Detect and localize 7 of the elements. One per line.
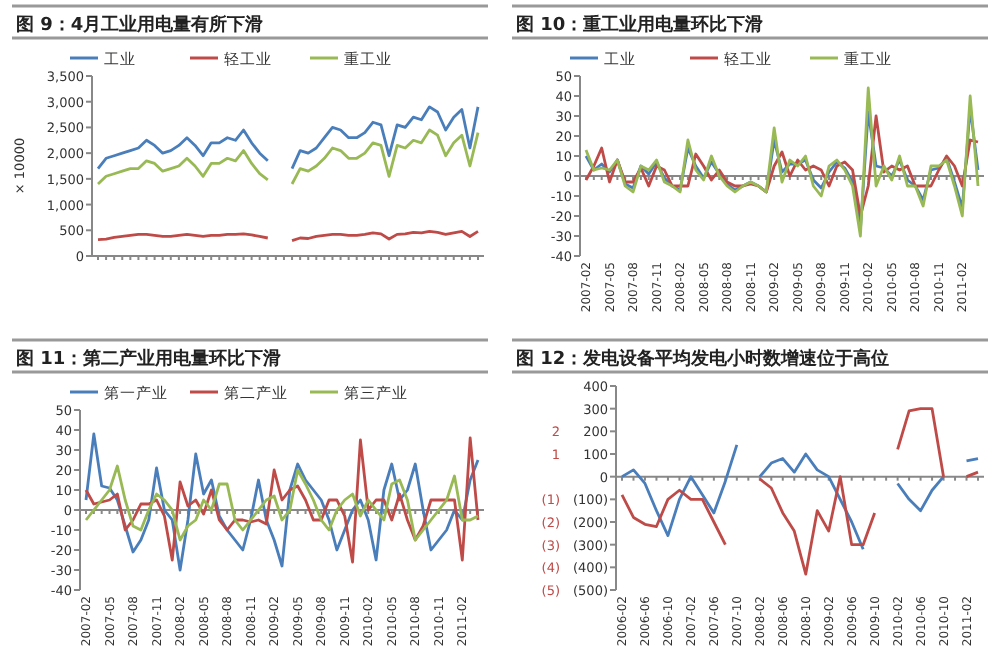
line-series <box>84 464 480 542</box>
chart-title: 图 12：发电设备平均发电小时数增速位于高位 <box>516 348 890 370</box>
chart-title: 图 10：重工业用电量环比下滑 <box>516 14 764 36</box>
chart-title: 图 11：第二产业用电量环比下滑 <box>16 348 282 370</box>
line-series <box>584 114 980 218</box>
chart-title: 图 9：4月工业用电量有所下滑 <box>16 14 264 36</box>
line-series <box>584 86 980 238</box>
